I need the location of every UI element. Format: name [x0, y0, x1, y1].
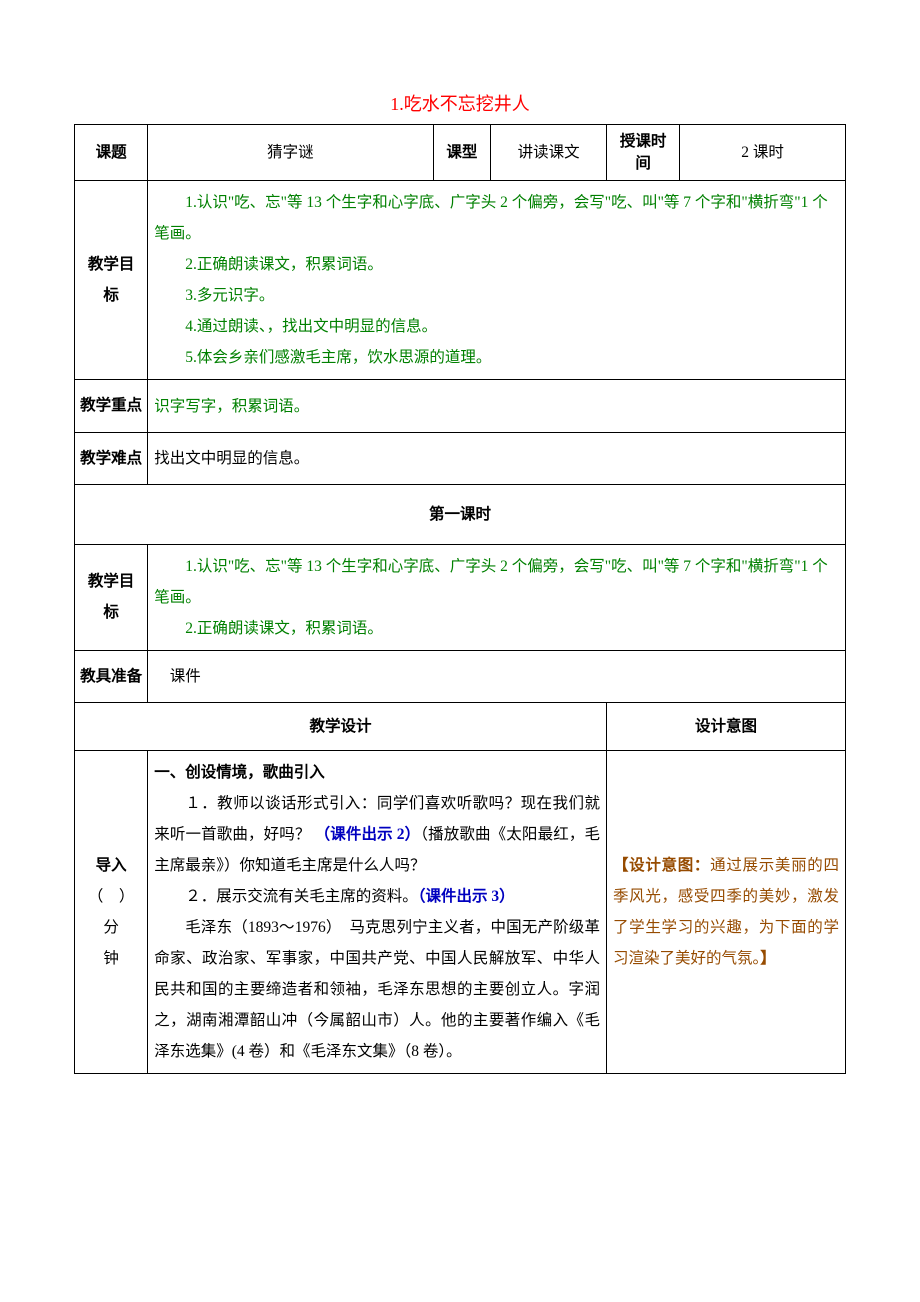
goal-line: 1.认识"吃、忘"等 13 个生字和心字底、广字头 2 个偏旁，会写"吃、叫"等… [154, 187, 839, 249]
lesson-plan-table: 课题 猜字谜 课型 讲读课文 授课时间 2 课时 教学目标 1.认识"吃、忘"等… [74, 124, 846, 1074]
focus-text: 识字写字，积累词语。 [154, 398, 309, 415]
intro-label-l3: 钟 [81, 943, 141, 974]
goals-label: 教学目标 [75, 181, 148, 380]
table-row: 教学目标 1.认识"吃、忘"等 13 个生字和心字底、广字头 2 个偏旁，会写"… [75, 181, 846, 380]
goal2-line: 1.认识"吃、忘"等 13 个生字和心字底、广字头 2 个偏旁，会写"吃、叫"等… [154, 551, 839, 613]
intro-content: 一、创设情境，歌曲引入 １．教师以谈话形式引入：同学们喜欢听歌吗？现在我们就来听… [148, 751, 607, 1074]
focus-cell: 识字写字，积累词语。 [148, 380, 846, 432]
title-number: 1. [390, 94, 404, 114]
intro-p1c2: 你知道毛主席是什么人吗？ [240, 857, 426, 874]
hdr-type-value: 讲读课文 [491, 125, 607, 181]
intro-p1: １．教师以谈话形式引入：同学们喜欢听歌吗？现在我们就来听一首歌曲，好吗？ （课件… [154, 788, 600, 881]
intro-heading: 一、创设情境，歌曲引入 [154, 757, 600, 788]
section-title: 第一课时 [75, 484, 846, 544]
difficulty-text: 找出文中明显的信息。 [154, 450, 309, 467]
goal2-line: 2.正确朗读课文，积累词语。 [154, 613, 839, 644]
title-text: 吃水不忘挖井人 [404, 94, 530, 114]
table-row: 教学难点 找出文中明显的信息。 [75, 432, 846, 484]
focus-label: 教学重点 [75, 380, 148, 432]
tools-cell: 课件 [148, 650, 846, 702]
hdr-topic-value: 猜字谜 [148, 125, 433, 181]
design-header-left: 教学设计 [75, 703, 607, 751]
goal-line: 5.体会乡亲们感激毛主席，饮水思源的道理。 [154, 342, 839, 373]
table-row: 教学目标 1.认识"吃、忘"等 13 个生字和心字底、广字头 2 个偏旁，会写"… [75, 544, 846, 650]
goals2-label: 教学目标 [75, 544, 148, 650]
design-header-right: 设计意图 [606, 703, 845, 751]
tools-label: 教具准备 [75, 650, 148, 702]
goals-label-text: 教学目标 [88, 256, 135, 304]
goal-line: 2.正确朗读课文，积累词语。 [154, 249, 839, 280]
difficulty-cell: 找出文中明显的信息。 [148, 432, 846, 484]
intro-p2b: （课件出示 3） [418, 888, 515, 905]
intro-label: 导入 （ ）分 钟 [75, 751, 148, 1074]
table-row: 导入 （ ）分 钟 一、创设情境，歌曲引入 １．教师以谈话形式引入：同学们喜欢听… [75, 751, 846, 1074]
design-open: 【设计意图： [613, 857, 710, 874]
difficulty-label: 教学难点 [75, 432, 148, 484]
goals2-cell: 1.认识"吃、忘"等 13 个生字和心字底、广字头 2 个偏旁，会写"吃、叫"等… [148, 544, 846, 650]
table-row: 课题 猜字谜 课型 讲读课文 授课时间 2 课时 [75, 125, 846, 181]
hdr-topic-label: 课题 [75, 125, 148, 181]
table-row: 教具准备 课件 [75, 650, 846, 702]
goals-cell: 1.认识"吃、忘"等 13 个生字和心字底、广字头 2 个偏旁，会写"吃、叫"等… [148, 181, 846, 380]
design-close: 】 [760, 950, 776, 967]
goal-line: 3.多元识字。 [154, 280, 839, 311]
hdr-type-label: 课型 [433, 125, 491, 181]
intro-p2a: ２．展示交流有关毛主席的资料。 [185, 888, 418, 905]
intro-label-l1: 导入 [81, 850, 141, 881]
intro-p1b: （课件出示 2） [315, 826, 421, 843]
goal-line: 4.通过朗读、，找出文中明显的信息。 [154, 311, 839, 342]
table-row: 第一课时 [75, 484, 846, 544]
intro-label-l2: （ ）分 [81, 881, 141, 943]
doc-title: 1.吃水不忘挖井人 [74, 90, 846, 116]
intro-p2: ２．展示交流有关毛主席的资料。（课件出示 3） [154, 881, 600, 912]
table-row: 教学设计 设计意图 [75, 703, 846, 751]
design-intent-cell: 【设计意图：通过展示美丽的四季风光，感受四季的美妙，激发了学生学习的兴趣，为下面… [606, 751, 845, 1074]
hdr-time-label: 授课时间 [606, 125, 679, 181]
table-row: 教学重点 识字写字，积累词语。 [75, 380, 846, 432]
intro-p3: 毛泽东（1893～1976） 马克思列宁主义者，中国无产阶级革命家、政治家、军事… [154, 912, 600, 1067]
tools-text: 课件 [154, 668, 201, 685]
hdr-time-value: 2 课时 [680, 125, 846, 181]
